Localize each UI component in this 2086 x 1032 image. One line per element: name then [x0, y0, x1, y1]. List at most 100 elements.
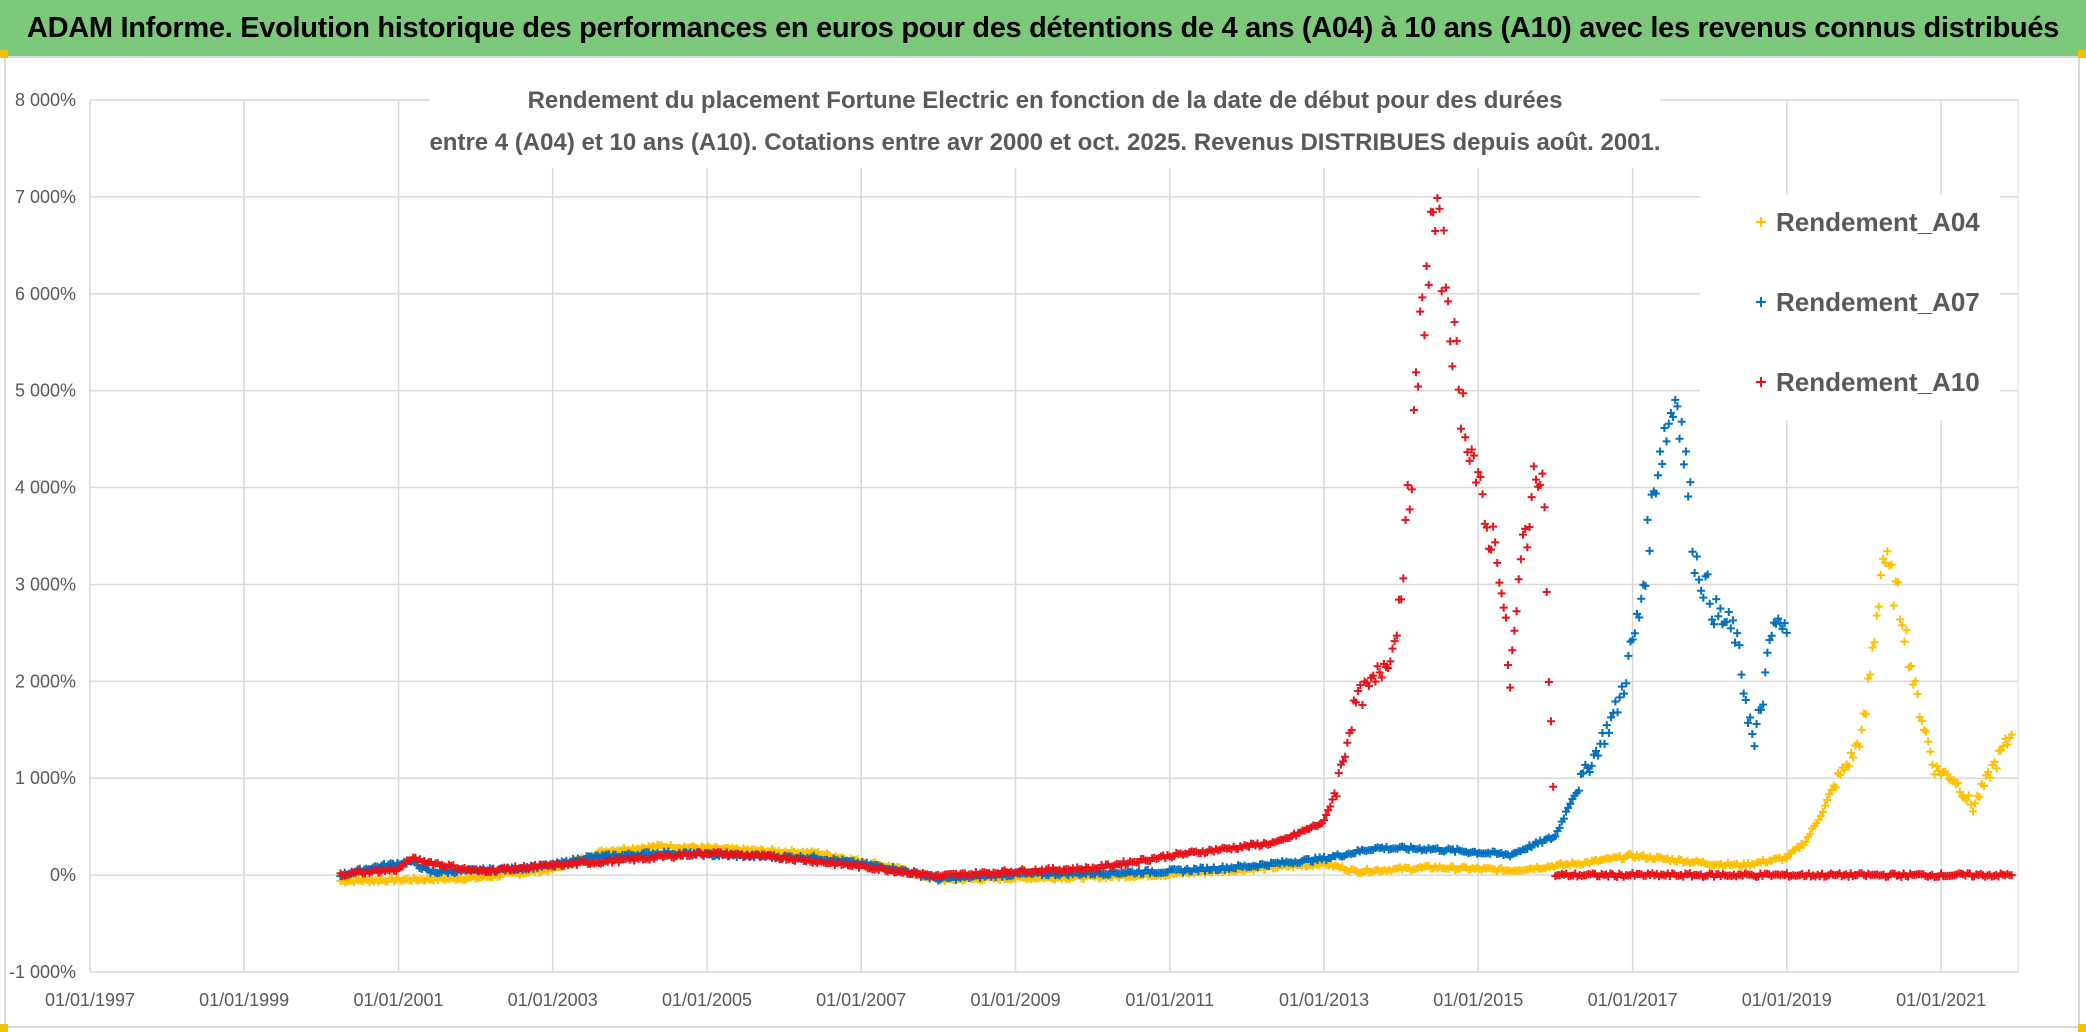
- data-point: [1739, 689, 1748, 698]
- data-point: [1827, 786, 1836, 795]
- data-point: [1806, 830, 1815, 839]
- data-point: [1682, 447, 1691, 456]
- data-point: [1881, 558, 1890, 567]
- data-point: [1712, 595, 1721, 604]
- data-point: [1334, 769, 1343, 778]
- data-point: [1341, 752, 1350, 761]
- data-point: [1898, 621, 1907, 630]
- data-point: [1420, 331, 1429, 340]
- legend-marker-Rendement_A10: [1756, 377, 1766, 387]
- data-point: [1418, 293, 1427, 302]
- data-point: [1686, 478, 1695, 487]
- data-point: [1979, 782, 1988, 791]
- data-point: [1566, 799, 1575, 808]
- data-point: [1467, 445, 1476, 454]
- data-point: [1602, 721, 1611, 730]
- x-tick-label: 01/01/2019: [1742, 990, 1832, 1010]
- data-point: [1516, 555, 1525, 564]
- data-point: [1489, 522, 1498, 531]
- banner-title: ADAM Informe. Evolution historique des p…: [26, 11, 2060, 44]
- data-point: [1861, 710, 1870, 719]
- data-point: [1384, 664, 1393, 673]
- data-point: [1320, 816, 1329, 825]
- data-point: [1422, 262, 1431, 271]
- data-point: [1444, 297, 1453, 306]
- y-tick-label: 6 000%: [15, 284, 76, 304]
- data-point: [1656, 447, 1665, 456]
- legend-label-Rendement_A07: Rendement_A07: [1776, 287, 1980, 317]
- series-Rendement_A10: [336, 193, 2016, 882]
- data-point: [1876, 571, 1885, 580]
- data-point: [1501, 613, 1510, 622]
- data-point: [1641, 581, 1650, 590]
- data-point: [1547, 717, 1556, 726]
- data-point: [1424, 280, 1433, 289]
- data-point: [1403, 481, 1412, 490]
- data-point: [1949, 775, 1958, 784]
- data-point: [1731, 638, 1740, 647]
- data-point: [1478, 490, 1487, 499]
- y-tick-label: 5 000%: [15, 381, 76, 401]
- legend-label-Rendement_A10: Rendement_A10: [1776, 367, 1980, 397]
- data-point: [1756, 705, 1765, 714]
- data-point: [1429, 208, 1438, 217]
- data-point: [1388, 644, 1397, 653]
- data-point: [1857, 725, 1866, 734]
- y-tick-label: 1 000%: [15, 768, 76, 788]
- data-point: [1917, 716, 1926, 725]
- data-point: [1326, 802, 1335, 811]
- data-point: [1549, 782, 1558, 791]
- x-tick-label: 01/01/2013: [1279, 990, 1369, 1010]
- data-point: [1733, 629, 1742, 638]
- report-banner: ADAM Informe. Evolution historique des p…: [0, 0, 2086, 58]
- legend-box: [1700, 195, 2000, 420]
- data-point: [1587, 761, 1596, 770]
- data-point: [1924, 737, 1933, 746]
- data-point: [1900, 637, 1909, 646]
- data-point: [1594, 751, 1603, 760]
- data-point: [1624, 651, 1633, 660]
- data-point: [1774, 614, 1783, 623]
- data-point: [1761, 668, 1770, 677]
- data-point: [1622, 679, 1631, 688]
- data-point: [1371, 677, 1380, 686]
- data-point: [1409, 406, 1418, 415]
- x-tick-label: 01/01/2017: [1588, 990, 1678, 1010]
- data-point: [1414, 382, 1423, 391]
- data-point: [1818, 807, 1827, 816]
- data-point: [1889, 601, 1898, 610]
- data-point: [1399, 574, 1408, 583]
- x-tick-label: 01/01/2005: [662, 990, 752, 1010]
- data-point: [1748, 730, 1757, 739]
- data-point: [1386, 657, 1395, 666]
- data-point: [1433, 193, 1442, 202]
- data-point: [1999, 741, 2008, 750]
- data-point: [1658, 460, 1667, 469]
- data-point: [1883, 547, 1892, 556]
- data-point: [2007, 871, 2016, 880]
- data-point: [1529, 462, 1538, 471]
- data-point: [1671, 395, 1680, 404]
- data-point: [1724, 607, 1733, 616]
- data-point: [1688, 547, 1697, 556]
- data-point: [1555, 823, 1564, 832]
- chart-title-line-2: entre 4 (A04) et 10 ans (A10). Cotations…: [429, 129, 1660, 156]
- y-tick-label: 3 000%: [15, 574, 76, 594]
- data-point: [1651, 489, 1660, 498]
- data-point: [1705, 599, 1714, 608]
- data-point: [1825, 790, 1834, 799]
- data-point: [1726, 624, 1735, 633]
- data-point: [1692, 552, 1701, 561]
- data-point: [1735, 641, 1744, 650]
- data-point: [1990, 757, 1999, 766]
- data-point: [1611, 697, 1620, 706]
- data-point: [1452, 336, 1461, 345]
- data-point: [1531, 475, 1540, 484]
- data-point: [1836, 770, 1845, 779]
- data-point: [1506, 683, 1515, 692]
- data-point: [1564, 803, 1573, 812]
- data-point: [1964, 791, 1973, 800]
- data-point: [1737, 670, 1746, 679]
- data-point: [1369, 671, 1378, 680]
- data-point: [1401, 516, 1410, 525]
